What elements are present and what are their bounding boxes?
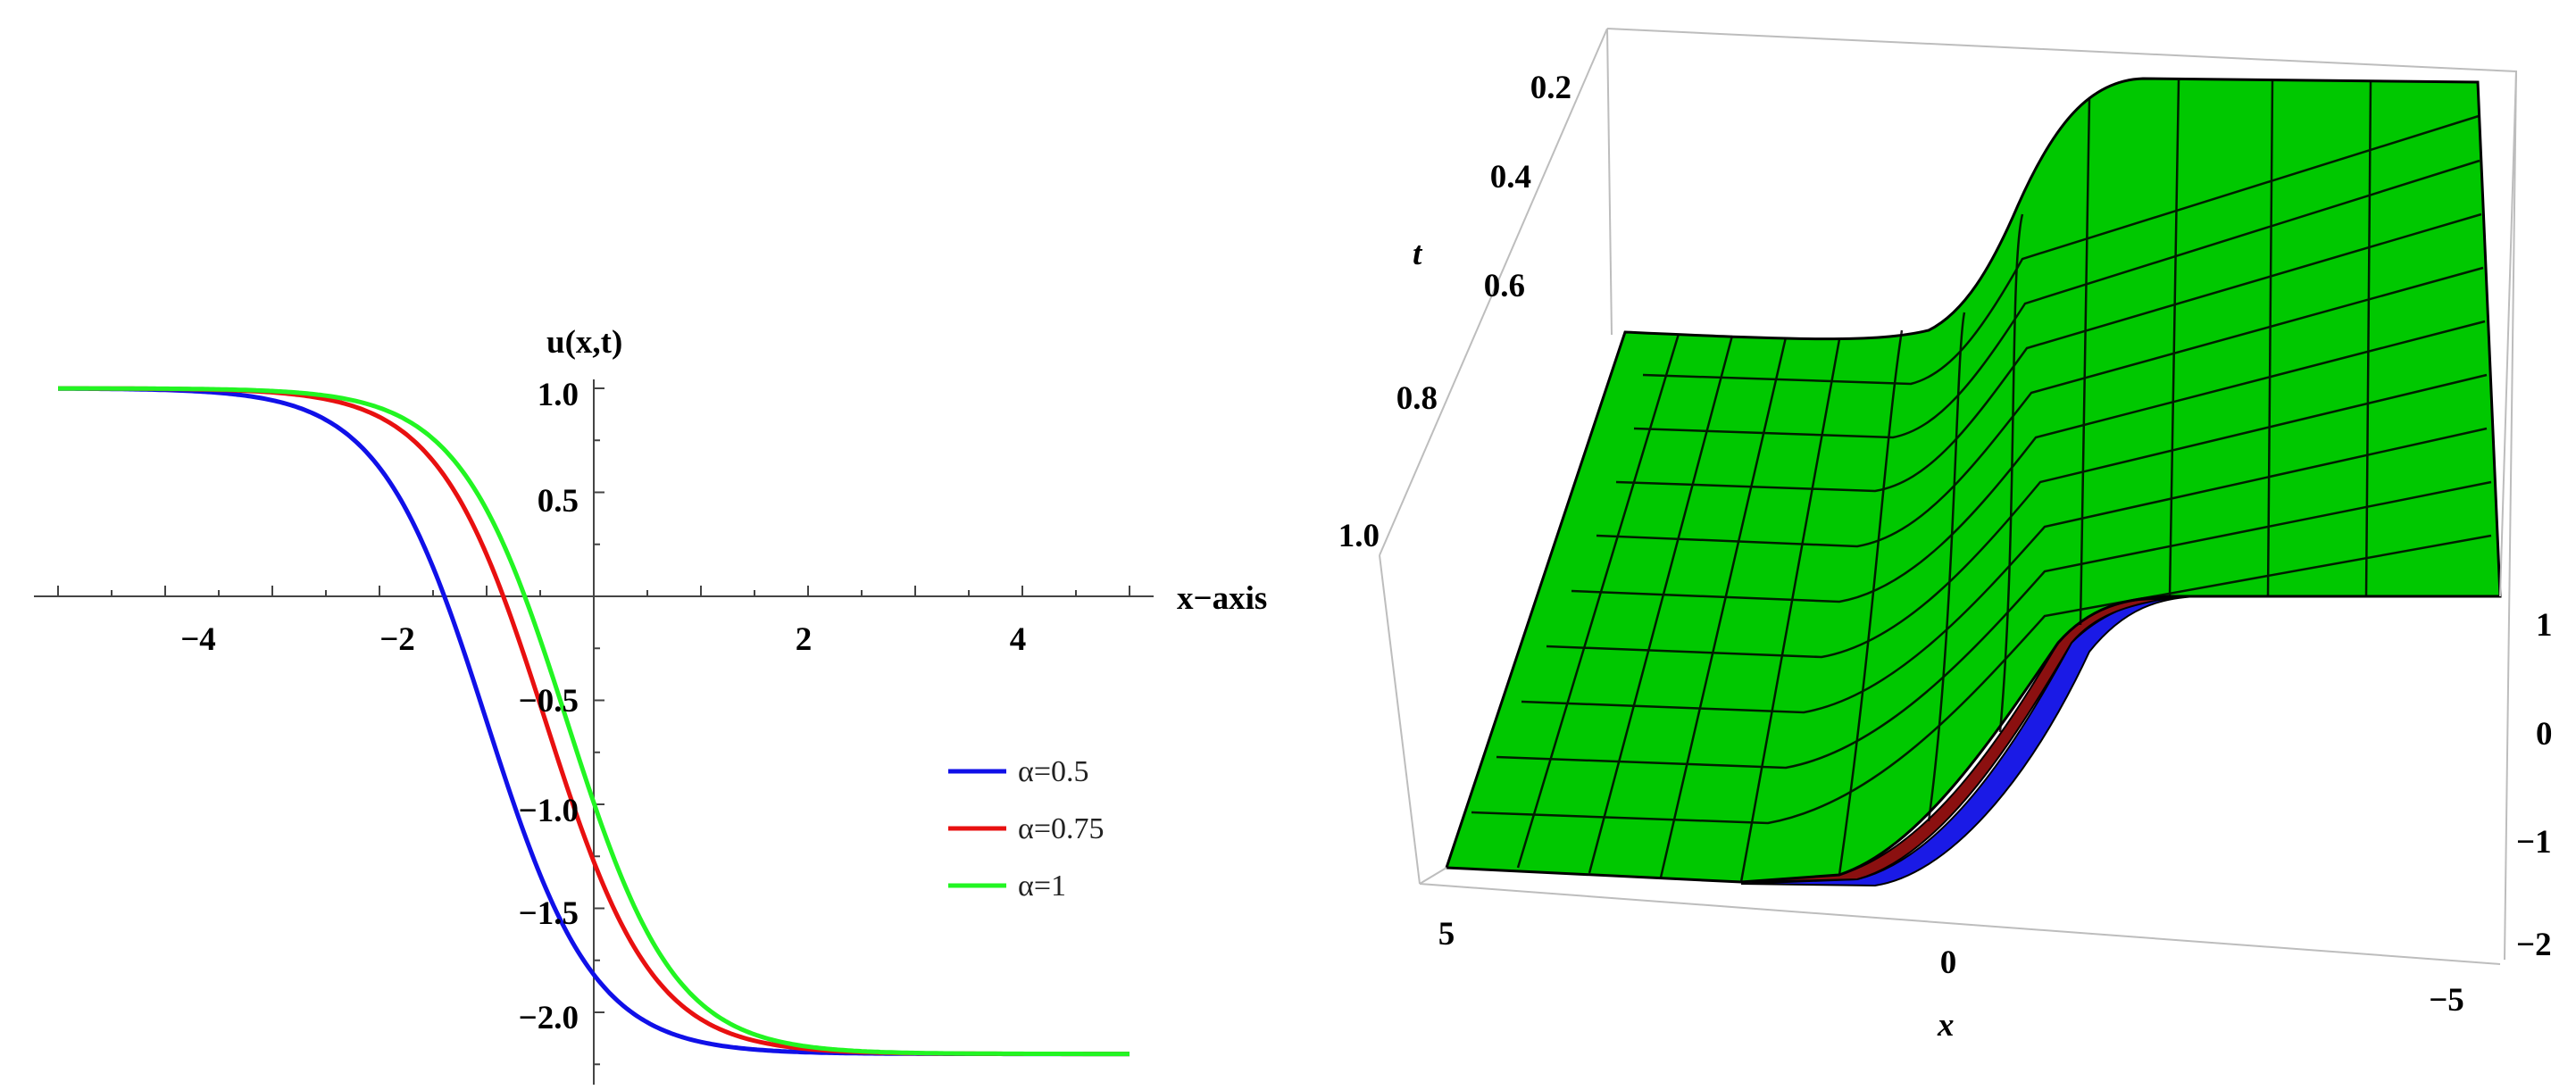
t-tick-label: 1.0 [1338,518,1380,554]
y-axis-label: u(x,t) [546,324,622,361]
legend-label: α=1 [1018,870,1066,903]
series-lines [58,386,1130,1057]
surface-green-top [1444,77,2502,884]
surface-chart: 0.2 0.4 0.6 0.8 1.0 t 5 0 −5 x 1 0 −1 −2 [1338,28,2553,1044]
bounding-box-front [1419,71,2517,885]
x-tick-label: 5 [1438,916,1455,953]
y-tick-label: 0.5 [538,483,579,520]
legend-label: α=0.75 [1018,812,1105,845]
x-tick-label: 0 [1940,944,1957,981]
legend-label: α=0.5 [1018,755,1089,788]
series-line [58,386,1130,1057]
x-axis-label-3d: x [1937,1007,1955,1044]
surface-red-layer [1740,597,2171,883]
y-tick-label: −1.0 [519,793,579,829]
z-tick-label: −2 [2516,927,2552,963]
bounding-box [1379,28,2518,965]
line-chart: u(x,t) x−axis −4 −2 2 4 1.0 0.5 −0.5 −1.… [34,324,1267,1085]
t-tick-label: 0.6 [1484,268,1525,304]
t-axis-label: t [1413,236,1423,272]
z-tick-label: 0 [2536,716,2553,753]
x-tick-label: −4 [180,621,216,658]
x-tick-label: 4 [1010,621,1027,658]
x-axis-label: x−axis [1177,580,1267,617]
axis-ticks [57,387,1130,1066]
t-tick-label: 0.2 [1530,70,1571,106]
y-tick-label: 1.0 [538,377,579,413]
surface-mesh [1471,79,2492,883]
x-tick-label: −5 [2429,982,2464,1019]
z-tick-label: 1 [2536,607,2553,644]
y-tick-label: −2.0 [519,1000,579,1036]
y-tick-label: −0.5 [519,683,579,720]
y-tick-label: −1.5 [519,895,579,932]
x-tick-label: 2 [796,621,813,658]
z-tick-label: −1 [2516,824,2552,861]
legend: α=0.5 α=0.75 α=1 [948,755,1105,903]
t-tick-label: 0.8 [1396,380,1438,417]
x-tick-label: −2 [379,621,415,658]
t-tick-label: 0.4 [1490,159,1531,196]
